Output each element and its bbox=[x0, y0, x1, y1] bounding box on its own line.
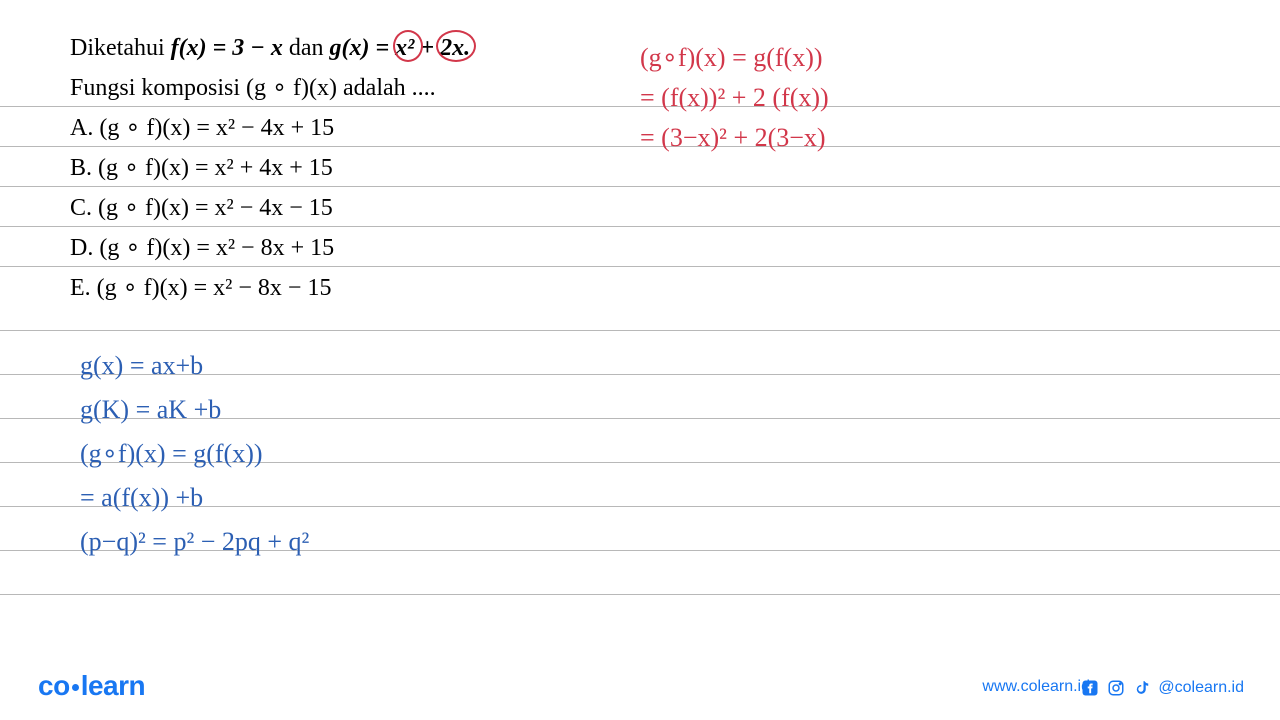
rule-line bbox=[0, 330, 1280, 331]
logo-co: co bbox=[38, 670, 70, 701]
social-handle: @colearn.id bbox=[1158, 679, 1244, 697]
problem-line-2: Fungsi komposisi (g ∘ f)(x) adalah .... bbox=[70, 68, 470, 108]
blue-line-1: g(x) = ax+b bbox=[80, 344, 309, 388]
text: Diketahui bbox=[70, 35, 171, 61]
option-c: C. (g ∘ f)(x) = x² − 4x − 15 bbox=[70, 188, 470, 228]
brand-logo: colearn bbox=[38, 670, 145, 702]
social-row: @colearn.id bbox=[1080, 678, 1244, 698]
logo-dot-icon bbox=[72, 684, 79, 691]
facebook-icon bbox=[1080, 678, 1100, 698]
footer: colearn www.colearn.id @colearn.id bbox=[0, 662, 1280, 702]
red-line-2: = (f(x))² + 2 (f(x)) bbox=[640, 78, 829, 118]
rule-line bbox=[0, 594, 1280, 595]
red-line-1: (g∘f)(x) = g(f(x)) bbox=[640, 38, 829, 78]
problem-line-1: Diketahui f(x) = 3 − x dan g(x) = x² + 2… bbox=[70, 28, 470, 68]
option-a: A. (g ∘ f)(x) = x² − 4x + 15 bbox=[70, 108, 470, 148]
option-e: E. (g ∘ f)(x) = x² − 8x − 15 bbox=[70, 268, 470, 308]
text: dan bbox=[283, 35, 330, 61]
red-line-3: = (3−x)² + 2(3−x) bbox=[640, 118, 829, 158]
option-d: D. (g ∘ f)(x) = x² − 8x + 15 bbox=[70, 228, 470, 268]
blue-line-2: g(K) = aK +b bbox=[80, 388, 309, 432]
blue-line-4: = a(f(x)) +b bbox=[80, 476, 309, 520]
circled-x2: x² bbox=[395, 28, 414, 68]
blue-line-3: (g∘f)(x) = g(f(x)) bbox=[80, 432, 309, 476]
instagram-icon bbox=[1106, 678, 1126, 698]
circled-2x: 2x. bbox=[440, 28, 470, 68]
gx-pre: g(x) = bbox=[330, 35, 396, 61]
page: Diketahui f(x) = 3 − x dan g(x) = x² + 2… bbox=[0, 0, 1280, 720]
blue-working: g(x) = ax+b g(K) = aK +b (g∘f)(x) = g(f(… bbox=[80, 344, 309, 564]
footer-url: www.colearn.id bbox=[982, 678, 1090, 696]
text: Fungsi komposisi (g ∘ f)(x) adalah .... bbox=[70, 75, 436, 101]
logo-learn: learn bbox=[81, 670, 145, 701]
tiktok-icon bbox=[1132, 678, 1152, 698]
red-working: (g∘f)(x) = g(f(x)) = (f(x))² + 2 (f(x)) … bbox=[640, 38, 829, 158]
blue-line-5: (p−q)² = p² − 2pq + q² bbox=[80, 520, 309, 564]
option-b: B. (g ∘ f)(x) = x² + 4x + 15 bbox=[70, 148, 470, 188]
problem-block: Diketahui f(x) = 3 − x dan g(x) = x² + 2… bbox=[70, 28, 470, 308]
fx-expr: f(x) = 3 − x bbox=[171, 35, 283, 61]
